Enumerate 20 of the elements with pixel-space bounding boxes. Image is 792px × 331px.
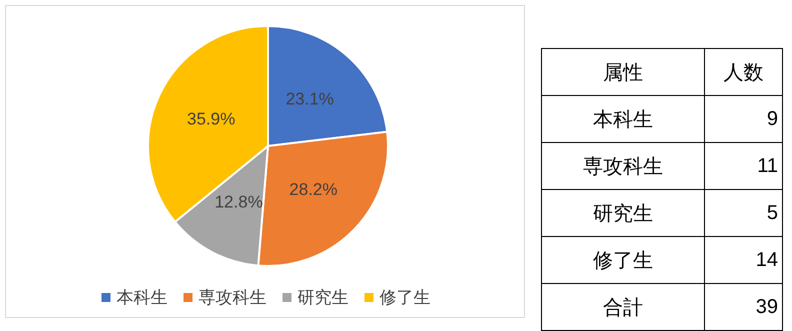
data-label: 39 bbox=[704, 284, 782, 330]
text: 属性 bbox=[542, 48, 704, 96]
category-label: 専攻科生 bbox=[542, 142, 704, 190]
data-label: 28.2% bbox=[289, 180, 338, 200]
data-label: 23.1% bbox=[286, 89, 334, 108]
legend-label: 専攻科生 bbox=[198, 288, 266, 307]
legend-label: 研究生 bbox=[298, 288, 348, 307]
legend-label: 修了生 bbox=[380, 288, 430, 307]
data-label: 12.8% bbox=[214, 192, 263, 212]
category-label: 合計 bbox=[542, 284, 704, 330]
data-label: 9 bbox=[704, 96, 782, 142]
data-label: 11 bbox=[704, 142, 782, 190]
data-label: 5 bbox=[704, 190, 782, 236]
category-label: 修了生 bbox=[542, 236, 704, 284]
text: 人数 bbox=[704, 48, 782, 96]
legend-label: 本科生 bbox=[116, 288, 168, 307]
data-label: 14 bbox=[704, 236, 782, 284]
category-label: 研究生 bbox=[542, 190, 704, 236]
data-label: 35.9% bbox=[186, 109, 236, 128]
category-label: 本科生 bbox=[542, 96, 704, 142]
